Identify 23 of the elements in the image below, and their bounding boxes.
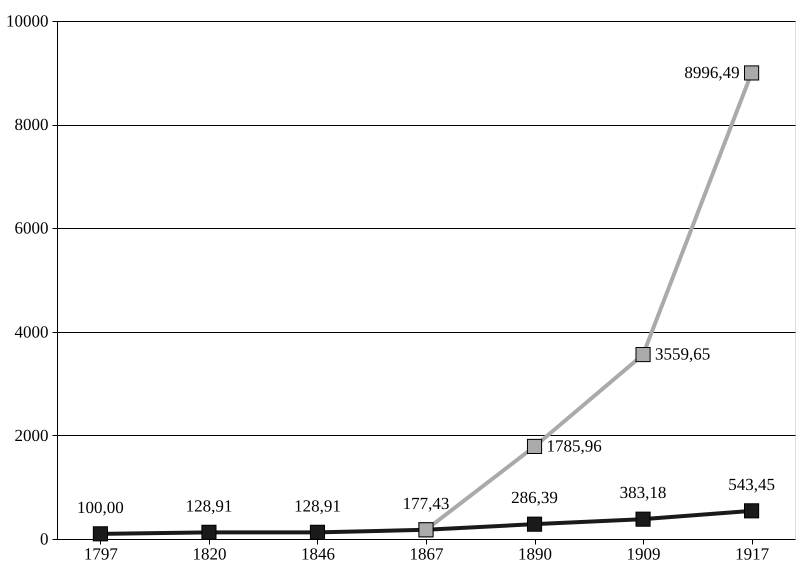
x-tick-label: 1820 <box>192 544 226 564</box>
y-tick-label: 6000 <box>14 218 48 238</box>
x-tick-label: 1797 <box>84 544 118 564</box>
data-label: 177,43 <box>402 494 450 513</box>
y-tick-label: 8000 <box>14 115 48 134</box>
data-label: 383,18 <box>620 483 666 502</box>
y-tick-label: 10000 <box>6 12 48 30</box>
y-tick-label: 2000 <box>14 426 48 445</box>
data-label: 3559,65 <box>655 344 710 364</box>
data-label: 128,91 <box>294 496 341 516</box>
x-tick-label: 1867 <box>410 544 444 564</box>
y-tick-label: 4000 <box>14 322 48 342</box>
data-label: 100,00 <box>77 498 124 517</box>
x-tick-label: 1909 <box>626 544 661 564</box>
data-label: 543,45 <box>728 474 775 494</box>
data-label: 128,91 <box>186 496 232 516</box>
x-tick-label: 1846 <box>300 544 335 564</box>
x-tick-label: 1890 <box>518 544 552 564</box>
data-label: 8996,49 <box>684 62 740 82</box>
x-tick-label: 1917 <box>735 544 770 564</box>
data-label: 1785,96 <box>546 436 602 456</box>
data-label: 286,39 <box>511 488 558 508</box>
y-tick-label: 0 <box>40 530 48 548</box>
